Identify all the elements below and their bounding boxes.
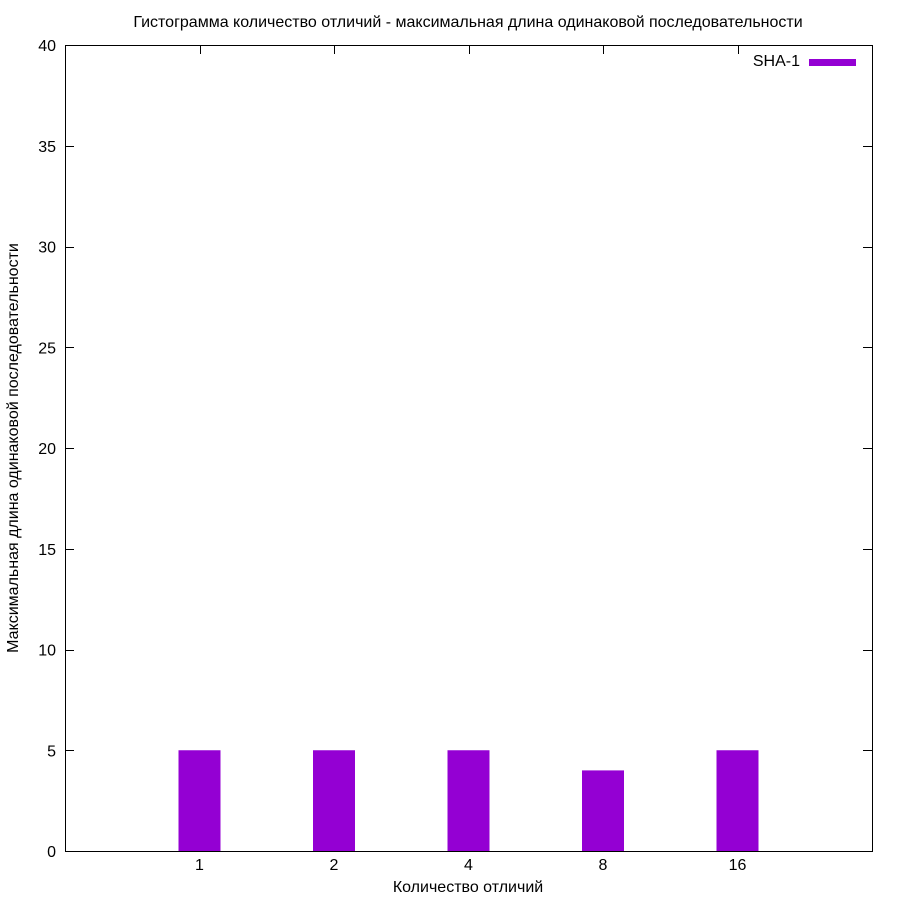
x-tick-label: 8 — [599, 857, 608, 874]
x-tick-label: 16 — [729, 857, 747, 874]
y-tick-label: 0 — [47, 844, 56, 861]
legend-label: SHA-1 — [753, 53, 800, 70]
chart-title: Гистограмма количество отличий - максима… — [133, 14, 802, 31]
y-axis-label: Максимальная длина одинаковой последоват… — [5, 243, 22, 653]
bar-series — [178, 750, 759, 851]
bar-1 — [178, 750, 221, 851]
plot-border — [65, 45, 873, 852]
bar-8 — [582, 770, 624, 851]
x-tick-label: 1 — [195, 857, 204, 874]
x-tick-label: 4 — [464, 857, 473, 874]
bar-2 — [313, 750, 355, 851]
y-tick-label: 40 — [38, 38, 56, 55]
y-axis: 0 5 10 15 20 25 30 35 40 — [38, 38, 872, 861]
legend: SHA-1 — [753, 53, 856, 70]
bar-16 — [716, 750, 759, 851]
x-tick-label: 2 — [330, 857, 339, 874]
legend-swatch — [809, 59, 856, 66]
y-tick-label: 15 — [38, 542, 56, 559]
y-tick-label: 30 — [38, 240, 56, 257]
x-axis-label: Количество отличий — [393, 879, 543, 896]
y-tick-label: 20 — [38, 441, 56, 458]
y-tick-label: 25 — [38, 340, 56, 357]
y-tick-label: 10 — [38, 643, 56, 660]
y-tick-label: 5 — [47, 743, 56, 760]
y-tick-label: 35 — [38, 139, 56, 156]
bar-4 — [447, 750, 490, 851]
plot-area — [65, 45, 873, 852]
x-axis: 1 2 4 8 16 — [195, 45, 747, 874]
